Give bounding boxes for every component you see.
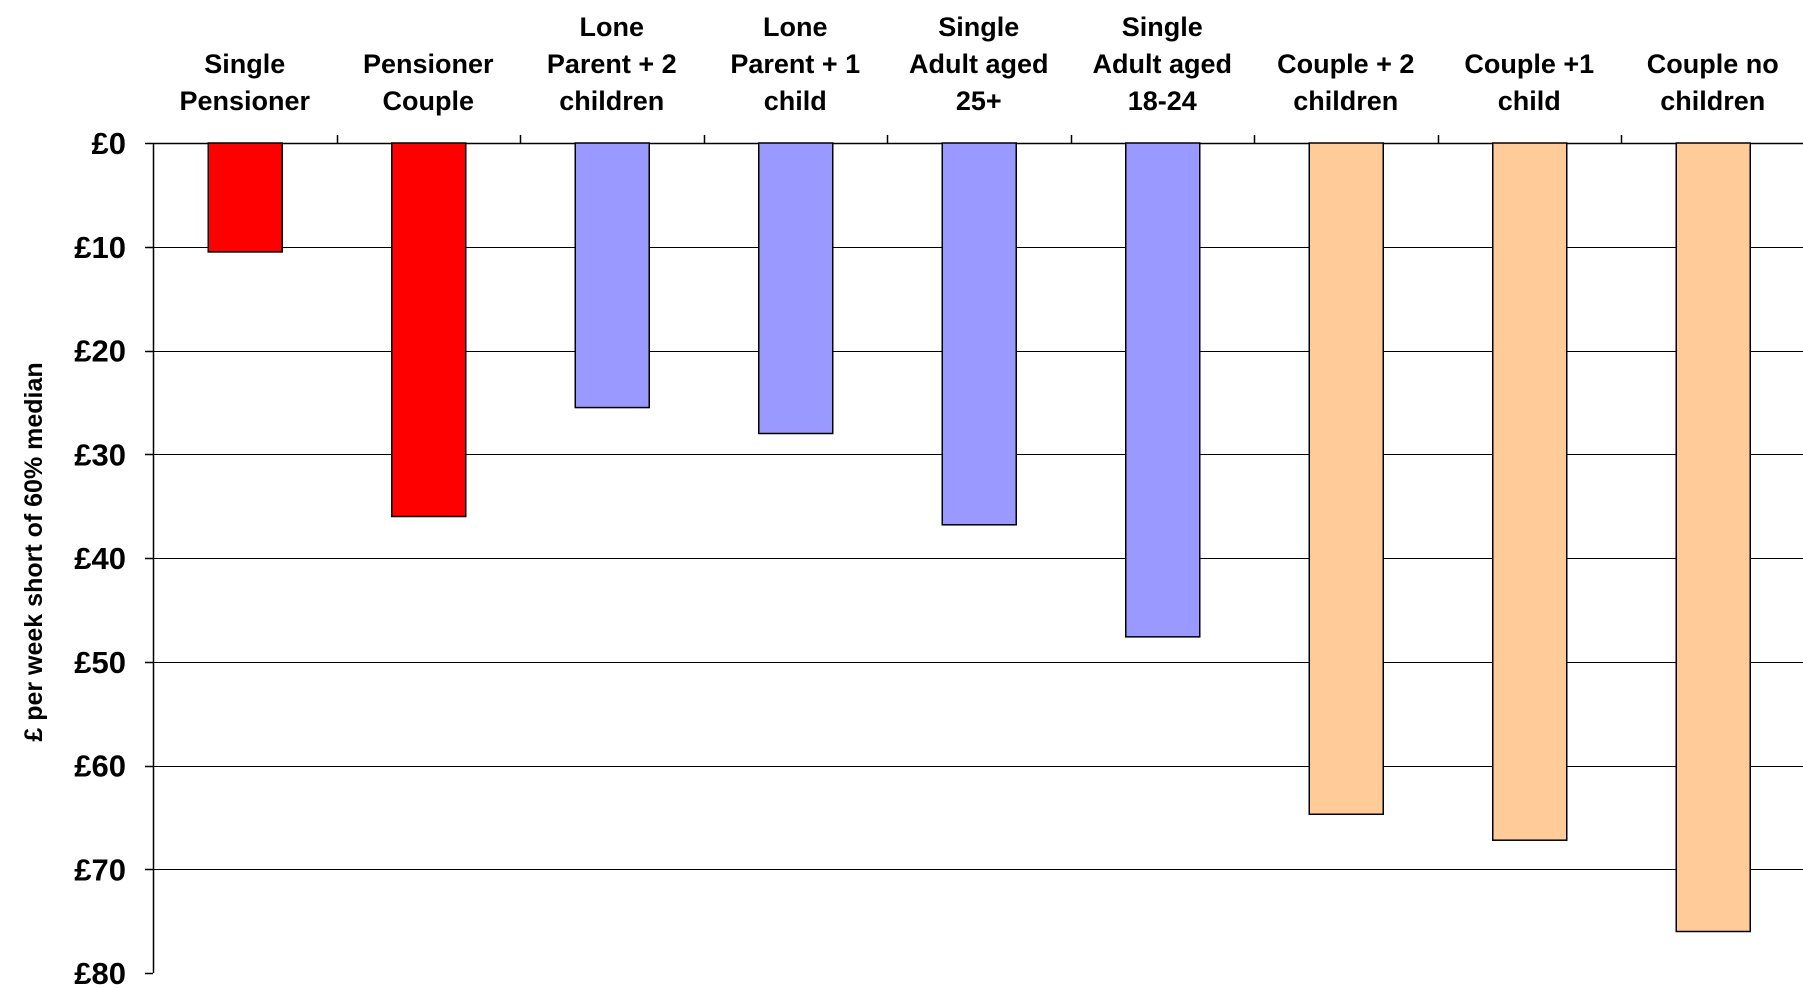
category-label: child xyxy=(1498,86,1561,116)
category-label: Pensioner xyxy=(363,49,494,79)
category-label: Couple xyxy=(383,86,475,116)
y-tick-labels: £0 £10 £20 £30 £40 £50 £60 £70 £80 xyxy=(74,126,126,989)
category-label: Pensioner xyxy=(179,86,310,116)
bar xyxy=(758,142,834,435)
category-label: Couple + 2 xyxy=(1277,49,1414,79)
y-tick-label: £20 xyxy=(74,334,126,369)
category-label: Couple +1 xyxy=(1464,49,1594,79)
category-labels: Single Pensioner Pensioner Couple Lone Parent… xyxy=(179,12,1778,116)
category-label: Adult aged xyxy=(909,49,1049,79)
y-tick-label: £10 xyxy=(74,230,126,265)
y-tick-label: £30 xyxy=(74,437,126,472)
y-tick-label: £60 xyxy=(74,749,126,784)
y-tick-label: £70 xyxy=(74,852,126,887)
category-label: Single xyxy=(1122,12,1203,42)
category-label: children xyxy=(1293,86,1398,116)
category-label: Parent + 2 xyxy=(547,49,677,79)
category-label: Lone xyxy=(763,12,828,42)
category-label: Parent + 1 xyxy=(730,49,860,79)
category-label: children xyxy=(1660,86,1765,116)
category-label: Couple no xyxy=(1647,49,1779,79)
category-label: children xyxy=(559,86,664,116)
category-label: 18-24 xyxy=(1128,86,1197,116)
y-tick-label: £0 xyxy=(92,126,126,161)
bar xyxy=(941,142,1017,526)
bar xyxy=(574,142,650,409)
bar xyxy=(391,142,467,518)
bar xyxy=(207,142,283,253)
y-tick-label: £40 xyxy=(74,541,126,576)
y-tick-label: £50 xyxy=(74,645,126,680)
category-label: Single xyxy=(938,12,1019,42)
bar xyxy=(1308,142,1384,816)
category-label: 25+ xyxy=(956,86,1002,116)
y-axis-title: £ per week short of 60% median xyxy=(20,362,48,741)
bar xyxy=(1675,142,1751,933)
category-label: Adult aged xyxy=(1093,49,1233,79)
bar xyxy=(1125,142,1201,638)
category-label: child xyxy=(764,86,827,116)
y-tick-label: £80 xyxy=(74,956,126,989)
category-label: Single xyxy=(204,49,285,79)
category-label: Lone xyxy=(580,12,645,42)
bars xyxy=(207,142,1751,933)
bar xyxy=(1492,142,1568,841)
